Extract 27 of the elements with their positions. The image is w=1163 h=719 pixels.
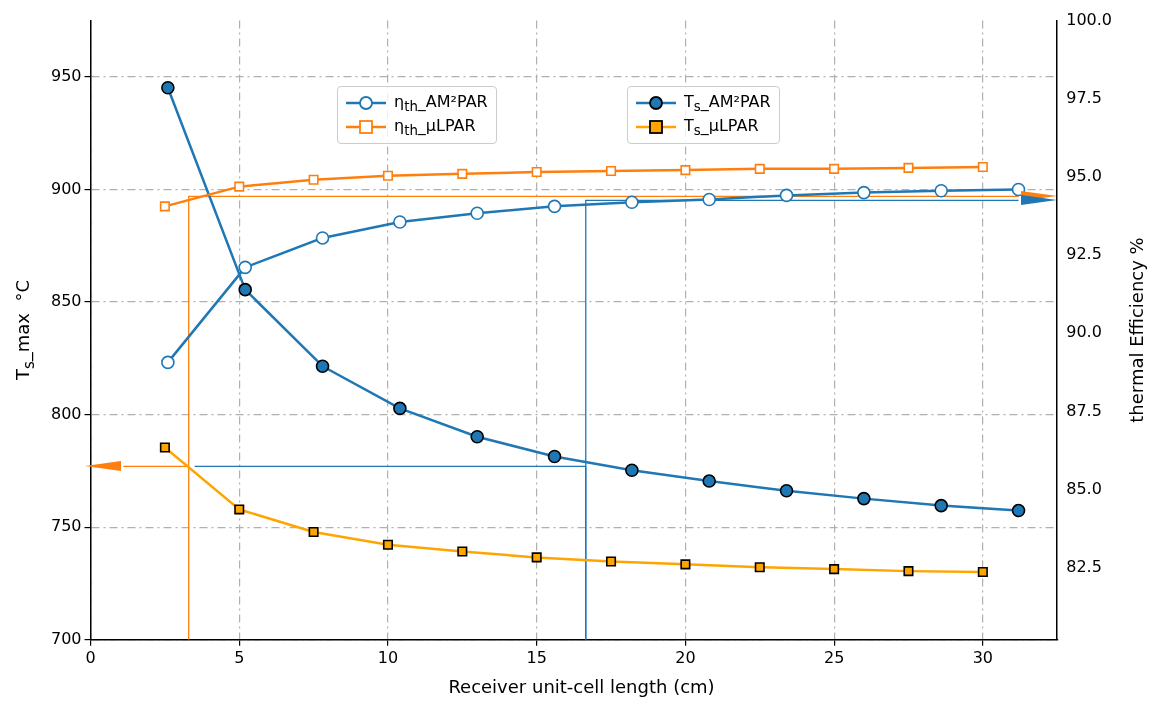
y2-tick-label: 82.5 — [1066, 557, 1102, 577]
x-tick-label: 5 — [234, 647, 245, 667]
y2-tick-label: 97.5 — [1066, 87, 1102, 107]
x-tick-label: 30 — [972, 647, 994, 667]
y-tick-label: 900 — [50, 178, 82, 198]
legend-label: T$_{s}$_AM²PAR — [684, 91, 771, 114]
y2-tick-label: 85.0 — [1066, 478, 1102, 498]
y-tick-label: 750 — [50, 516, 82, 536]
y-tick-label: 800 — [50, 403, 82, 423]
y2-tick-label: 100.0 — [1066, 9, 1113, 29]
y-tick-label: 850 — [50, 291, 82, 311]
y-tick-label: 700 — [50, 628, 82, 648]
x-tick-label: 20 — [675, 647, 696, 667]
y2-tick-label: 90.0 — [1066, 322, 1102, 342]
x-axis-title: Receiver unit-cell length (cm) — [447, 675, 716, 697]
x-tick-label: 10 — [377, 647, 399, 667]
x-tick-label: 25 — [823, 647, 845, 667]
x-tick-label: 15 — [526, 647, 547, 667]
y-tick-label: 950 — [50, 66, 82, 86]
y2-tick-label: 92.5 — [1066, 244, 1102, 264]
legend-label: η$_{th}$_AM²PAR — [394, 91, 488, 114]
y2-axis-title: thermal Efficiency % — [1126, 237, 1148, 423]
legend-label: T$_{s}$_µLPAR — [684, 115, 759, 138]
y2-tick-label: 87.5 — [1066, 400, 1102, 420]
y2-tick-label: 95.0 — [1066, 166, 1102, 186]
legend-label: η$_{th}$_µLPAR — [394, 115, 476, 138]
x-tick-label: 0 — [85, 647, 96, 667]
